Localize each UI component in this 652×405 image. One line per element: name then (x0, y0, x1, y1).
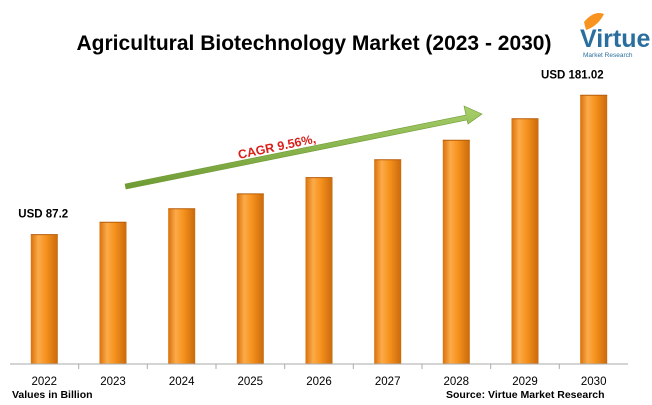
logo-subtext: Market Research (583, 52, 633, 59)
tick-label-2027: 2027 (375, 376, 401, 388)
x-axis-ticks: 2022 2023 2024 2025 2026 2027 2028 2029 2030 (32, 364, 607, 388)
units-note: Values in Billion (12, 389, 93, 401)
bar-2023 (99, 222, 127, 364)
bar-2028 (442, 140, 470, 364)
cagr-arrow-shape (124, 105, 483, 190)
bars-group (30, 94, 608, 365)
logo-text: Virtue (580, 25, 650, 53)
cagr-arrow (124, 105, 483, 190)
tick-label-2024: 2024 (169, 376, 195, 388)
tick-label-2025: 2025 (238, 376, 264, 388)
bar-2027 (374, 159, 402, 364)
first-value-label: USD 87.2 (18, 209, 68, 221)
source-note: Source: Virtue Market Research (446, 389, 605, 401)
bar-2022 (30, 234, 58, 364)
last-value-label: USD 181.02 (541, 69, 604, 81)
bar-2026 (305, 177, 333, 364)
bar-2029 (511, 118, 539, 364)
logo-leaf-icon (584, 13, 604, 30)
tick-label-2023: 2023 (100, 376, 126, 388)
tick-label-2029: 2029 (512, 376, 538, 388)
virtue-logo: Virtue Market Research (580, 13, 650, 59)
tick-label-2022: 2022 (32, 376, 58, 388)
tick-label-2028: 2028 (444, 376, 470, 388)
tick-label-2030: 2030 (581, 376, 607, 388)
chart-title: Agricultural Biotechnology Market (2023 … (77, 32, 552, 55)
bar-2030 (580, 95, 608, 365)
tick-label-2026: 2026 (306, 376, 332, 388)
bar-2025 (236, 193, 264, 364)
bar-2024 (168, 208, 196, 364)
